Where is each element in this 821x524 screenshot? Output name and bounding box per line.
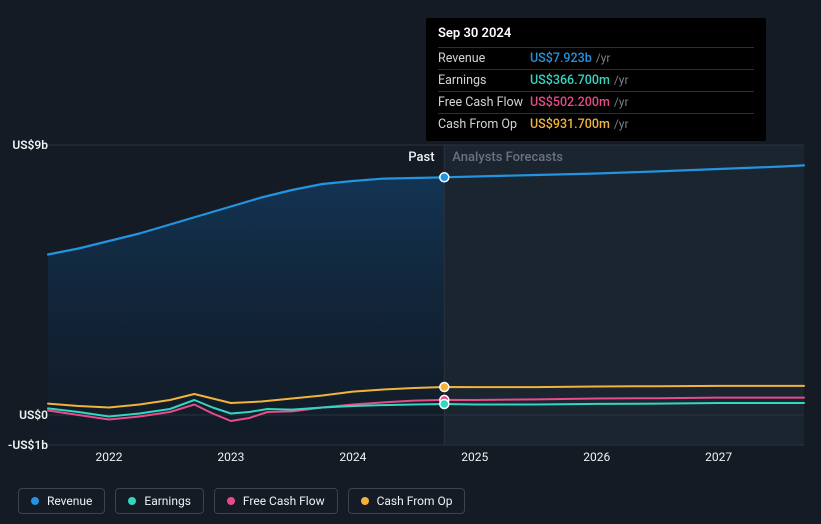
tooltip-row-label: Free Cash Flow (438, 95, 530, 110)
financials-chart: US$9b US$0 -US$1b 2022 2023 2024 2025 2026 2027… (0, 0, 821, 524)
legend-item-cash_from_op[interactable]: Cash From Op (348, 488, 466, 514)
region-label-past: Past (408, 150, 434, 165)
tooltip-row-unit: /yr (614, 95, 629, 109)
tooltip-row-value: US$502.200m (530, 95, 610, 110)
legend-item-earnings[interactable]: Earnings (115, 488, 204, 514)
legend-dot-icon (227, 497, 235, 505)
x-tick-label: 2027 (705, 450, 732, 464)
tooltip-row-value: US$931.700m (530, 117, 610, 132)
legend-dot-icon (361, 497, 369, 505)
legend-dot-icon (128, 497, 136, 505)
legend-item-free_cash_flow[interactable]: Free Cash Flow (214, 488, 338, 514)
y-tick-label: -US$1b (8, 438, 48, 452)
chart-legend: Revenue Earnings Free Cash Flow Cash From O… (18, 488, 465, 514)
tooltip-row-label: Earnings (438, 73, 530, 88)
tooltip-row-unit: /yr (596, 51, 611, 65)
tooltip-row-label: Cash From Op (438, 117, 530, 132)
tooltip-row-value: US$7.923b (530, 51, 592, 66)
tooltip-row: EarningsUS$366.700m/yr (438, 69, 754, 91)
tooltip-row-unit: /yr (614, 73, 629, 87)
tooltip-row: Cash From OpUS$931.700m/yr (438, 113, 754, 135)
chart-tooltip: Sep 30 2024 RevenueUS$7.923b/yrEarningsU… (426, 18, 766, 141)
x-tick-label: 2022 (95, 450, 122, 464)
x-tick-label: 2025 (461, 450, 488, 464)
legend-item-label: Free Cash Flow (243, 494, 325, 508)
tooltip-date: Sep 30 2024 (438, 26, 754, 47)
legend-item-label: Earnings (144, 494, 191, 508)
tooltip-row-unit: /yr (614, 117, 629, 131)
legend-item-label: Cash From Op (377, 494, 453, 508)
y-tick-label: US$9b (12, 138, 48, 152)
legend-item-label: Revenue (47, 494, 92, 508)
tooltip-row: Free Cash FlowUS$502.200m/yr (438, 91, 754, 113)
y-tick-label: US$0 (19, 408, 48, 422)
tooltip-row-label: Revenue (438, 51, 530, 66)
x-tick-label: 2023 (217, 450, 244, 464)
legend-dot-icon (31, 497, 39, 505)
tooltip-row-value: US$366.700m (530, 73, 610, 88)
tooltip-row: RevenueUS$7.923b/yr (438, 47, 754, 69)
region-label-forecast: Analysts Forecasts (452, 150, 563, 165)
legend-item-revenue[interactable]: Revenue (18, 488, 105, 514)
x-tick-label: 2026 (583, 450, 610, 464)
x-tick-label: 2024 (339, 450, 366, 464)
